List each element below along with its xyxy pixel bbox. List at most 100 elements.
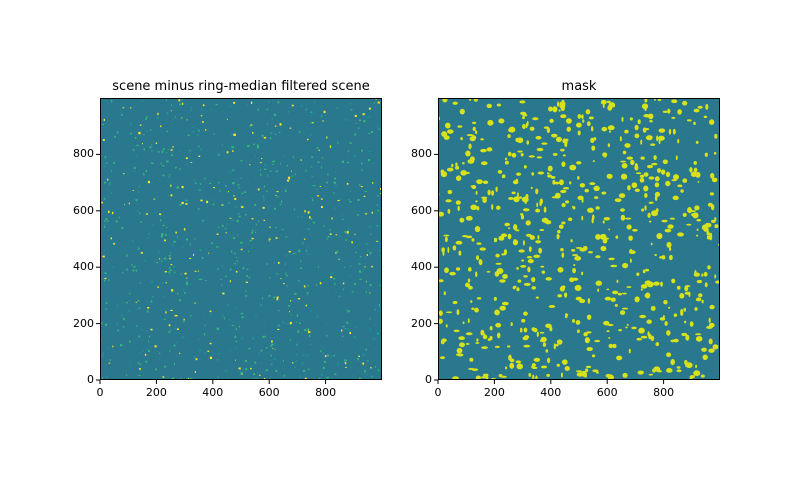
mask-blob bbox=[502, 274, 508, 279]
residual-speck bbox=[256, 146, 259, 149]
mask-blob bbox=[647, 331, 650, 337]
residual-speck bbox=[329, 233, 332, 235]
left-x-tick-label: 200 bbox=[145, 386, 167, 399]
mask-blob bbox=[601, 126, 608, 132]
residual-speck bbox=[234, 252, 236, 255]
residual-speck bbox=[185, 199, 188, 202]
residual-speck bbox=[170, 194, 173, 197]
residual-speck bbox=[226, 304, 229, 307]
mask-blob bbox=[602, 220, 605, 224]
residual-speck bbox=[181, 117, 183, 119]
mask-blob bbox=[597, 288, 600, 292]
residual-speck bbox=[362, 353, 365, 356]
residual-speck bbox=[264, 168, 267, 170]
residual-speck bbox=[318, 377, 321, 380]
residual-speck bbox=[250, 366, 252, 368]
mask-blob bbox=[557, 229, 561, 234]
residual-speck bbox=[145, 213, 149, 215]
mask-blob bbox=[639, 314, 647, 319]
mask-blob bbox=[440, 340, 445, 345]
residual-speck bbox=[124, 246, 126, 249]
mask-blob bbox=[665, 180, 671, 187]
residual-speck bbox=[337, 363, 339, 366]
residual-speck bbox=[176, 186, 179, 189]
mask-blob bbox=[516, 363, 524, 370]
residual-speck bbox=[297, 215, 300, 218]
residual-speck bbox=[263, 324, 265, 327]
residual-speck bbox=[274, 125, 277, 127]
residual-speck bbox=[268, 294, 271, 297]
residual-speck bbox=[249, 164, 251, 166]
residual-speck bbox=[157, 112, 159, 116]
residual-speck bbox=[234, 262, 236, 265]
mask-blob bbox=[571, 249, 576, 252]
mask-blob bbox=[712, 344, 719, 350]
residual-speck bbox=[181, 102, 184, 105]
residual-speck bbox=[245, 368, 248, 371]
residual-speck bbox=[318, 266, 319, 269]
residual-speck bbox=[104, 272, 107, 275]
mask-blob bbox=[443, 234, 450, 237]
residual-speck bbox=[103, 223, 106, 226]
residual-speck bbox=[334, 282, 336, 286]
residual-speck bbox=[254, 361, 257, 364]
residual-speck bbox=[351, 291, 354, 293]
residual-speck bbox=[318, 149, 320, 152]
residual-speck bbox=[159, 179, 161, 182]
mask-blob bbox=[586, 121, 591, 127]
residual-speck bbox=[136, 144, 139, 146]
mask-blob bbox=[473, 98, 478, 102]
residual-speck bbox=[310, 218, 313, 220]
mask-blob bbox=[650, 242, 653, 246]
residual-speck bbox=[376, 126, 379, 128]
residual-speck bbox=[288, 311, 291, 313]
mask-blob bbox=[495, 205, 501, 210]
right-y-tick-label: 600 bbox=[411, 203, 432, 217]
residual-speck bbox=[101, 201, 103, 204]
mask-blob bbox=[560, 372, 563, 378]
residual-speck bbox=[212, 187, 216, 189]
residual-speck bbox=[306, 245, 308, 248]
mask-blob bbox=[444, 267, 449, 274]
residual-speck bbox=[241, 312, 244, 315]
mask-blob bbox=[536, 156, 543, 159]
mask-blob bbox=[467, 318, 470, 324]
mask-blob bbox=[706, 235, 711, 240]
mask-blob bbox=[640, 284, 648, 289]
mask-blob bbox=[624, 143, 631, 148]
mask-blob bbox=[455, 175, 462, 182]
residual-speck bbox=[243, 191, 246, 193]
residual-speck bbox=[310, 166, 313, 168]
residual-speck bbox=[290, 314, 292, 316]
mask-blob bbox=[577, 113, 581, 119]
residual-speck bbox=[232, 237, 236, 239]
residual-speck bbox=[216, 359, 219, 361]
mask-blob bbox=[523, 311, 528, 316]
mask-blob bbox=[539, 331, 545, 334]
residual-speck bbox=[108, 183, 111, 186]
residual-speck bbox=[112, 266, 114, 269]
mask-blob bbox=[703, 271, 708, 277]
mask-blob bbox=[564, 141, 568, 148]
residual-speck bbox=[237, 184, 240, 186]
mask-blob bbox=[600, 245, 607, 252]
residual-speck bbox=[205, 247, 207, 250]
residual-speck bbox=[198, 278, 201, 281]
residual-speck bbox=[216, 375, 220, 378]
residual-speck bbox=[267, 174, 269, 177]
residual-speck bbox=[342, 282, 345, 285]
mask-blob bbox=[654, 176, 660, 182]
residual-speck bbox=[218, 181, 220, 184]
residual-speck bbox=[349, 200, 352, 203]
residual-speck bbox=[226, 151, 229, 154]
mask-blob bbox=[676, 369, 682, 373]
mask-blob bbox=[535, 240, 542, 244]
left-heatmap-panel bbox=[96, 98, 382, 384]
mask-blob bbox=[677, 109, 682, 115]
mask-blob bbox=[446, 311, 453, 314]
residual-speck bbox=[221, 135, 223, 137]
residual-speck bbox=[206, 200, 209, 204]
residual-speck bbox=[322, 352, 325, 355]
residual-speck bbox=[108, 362, 111, 364]
residual-speck bbox=[159, 358, 161, 361]
